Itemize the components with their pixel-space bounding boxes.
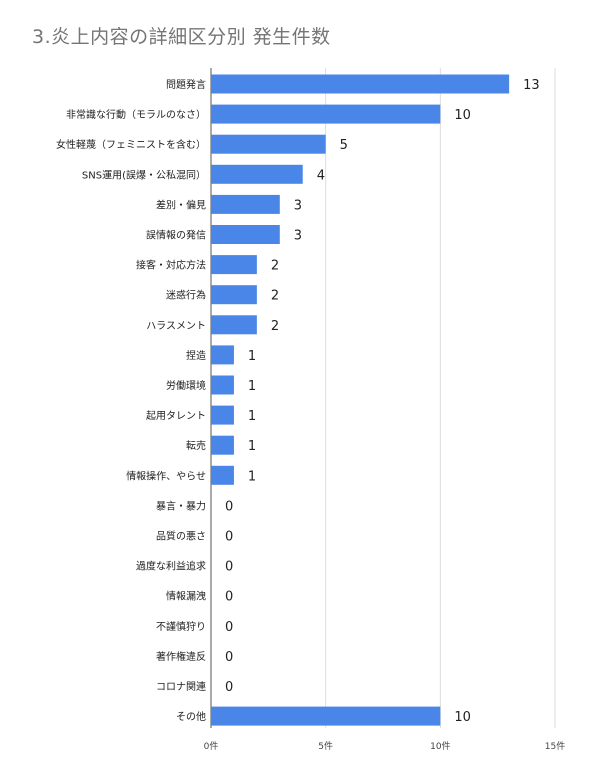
x-tick-label: 5件 xyxy=(318,740,333,752)
data-label: 1 xyxy=(248,349,256,364)
data-label: 5 xyxy=(340,138,348,153)
bar xyxy=(211,405,234,425)
data-label: 13 xyxy=(523,78,540,93)
data-label: 10 xyxy=(454,108,471,123)
category-label: コロナ関連 xyxy=(156,680,206,693)
data-label: 2 xyxy=(271,289,279,304)
bar xyxy=(211,706,441,726)
bar xyxy=(211,315,257,335)
data-label: 2 xyxy=(271,259,279,274)
bar xyxy=(211,194,280,214)
data-label: 10 xyxy=(454,710,471,725)
data-label: 1 xyxy=(248,439,256,454)
bar xyxy=(211,104,441,124)
category-label: 労働環境 xyxy=(166,379,206,392)
data-label: 0 xyxy=(225,620,233,635)
data-label: 0 xyxy=(225,499,233,514)
category-label: 女性軽蔑（フェミニストを含む） xyxy=(56,138,206,151)
data-label: 1 xyxy=(248,469,256,484)
category-label: 品質の悪さ xyxy=(156,530,206,543)
category-label: 誤情報の発信 xyxy=(146,229,206,242)
category-label: SNS運用(誤爆・公私混同） xyxy=(82,168,206,181)
category-label: 情報操作、やらせ xyxy=(126,469,206,482)
data-label: 0 xyxy=(225,590,233,605)
bar xyxy=(211,375,234,395)
bar xyxy=(211,255,257,275)
category-label: 迷惑行為 xyxy=(166,289,206,302)
data-label: 3 xyxy=(294,229,302,244)
category-label: 差別・偏見 xyxy=(156,198,206,211)
data-label: 0 xyxy=(225,530,233,545)
bar xyxy=(211,345,234,365)
data-label: 2 xyxy=(271,319,279,334)
category-label: 捏造 xyxy=(186,349,206,362)
bar xyxy=(211,225,280,244)
data-label: 1 xyxy=(248,409,256,424)
x-tick-label: 15件 xyxy=(545,740,565,752)
bar xyxy=(211,435,234,455)
category-label: 問題発言 xyxy=(166,78,206,91)
category-label: 著作権違反 xyxy=(156,650,206,663)
category-label: 転売 xyxy=(186,439,206,452)
chart-title: 3.炎上内容の詳細区分別 発生件数 xyxy=(32,26,331,48)
bar xyxy=(211,285,257,305)
bar xyxy=(211,465,234,485)
category-label: 非常識な行動（モラルのなさ） xyxy=(66,108,206,121)
bar xyxy=(211,164,303,184)
data-label: 4 xyxy=(317,168,325,183)
category-label: 不謹慎狩り xyxy=(156,620,206,633)
category-label: その他 xyxy=(176,710,206,723)
category-label: 暴言・暴力 xyxy=(156,499,206,512)
data-label: 0 xyxy=(225,650,233,665)
category-label: 過度な利益追求 xyxy=(136,560,206,573)
category-label: ハラスメント xyxy=(146,320,206,332)
category-label: 起用タレント xyxy=(146,410,206,422)
data-label: 0 xyxy=(225,560,233,575)
category-label: 情報漏洩 xyxy=(166,590,206,603)
bar xyxy=(211,74,510,94)
data-label: 3 xyxy=(294,198,302,213)
data-label: 0 xyxy=(225,680,233,695)
bar xyxy=(211,134,326,154)
category-label: 接客・対応方法 xyxy=(136,259,206,272)
x-tick-label: 10件 xyxy=(430,740,450,752)
data-label: 1 xyxy=(248,379,256,394)
x-axis-ticks: 0件 5件 10件 15件 xyxy=(204,740,566,752)
x-tick-label: 0件 xyxy=(204,740,219,752)
bars xyxy=(211,74,510,726)
